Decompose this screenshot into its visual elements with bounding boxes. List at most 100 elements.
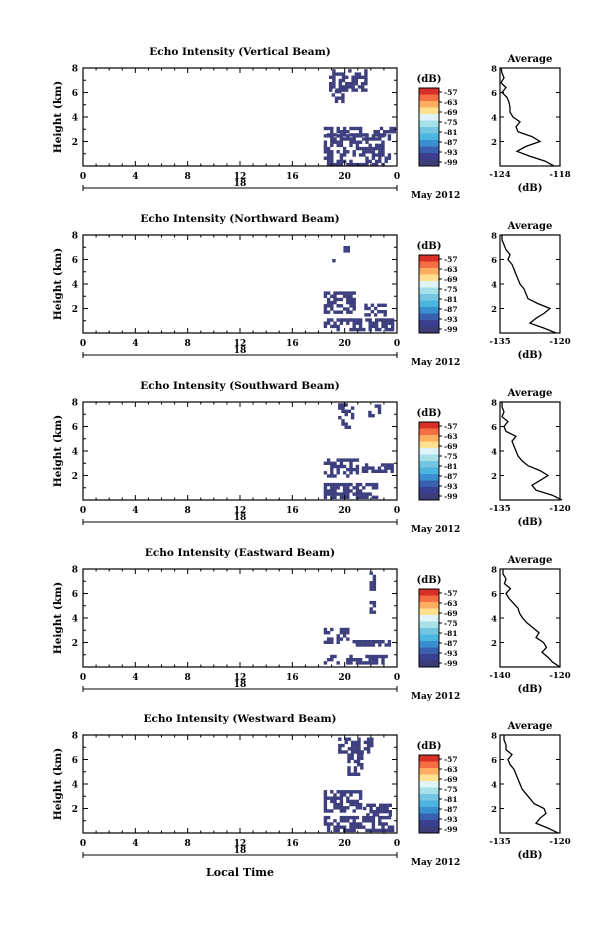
echo-pixel: [361, 466, 366, 470]
echo-pixel: [368, 661, 372, 665]
echo-pixel: [354, 747, 358, 751]
echo-pixel: [336, 471, 340, 475]
echo-pixel: [389, 130, 393, 134]
average-x-tick-label: -120: [549, 671, 570, 681]
colorbar-swatch: [419, 274, 439, 282]
echo-pixel: [371, 640, 376, 644]
echo-pixel: [339, 464, 344, 469]
y-tick-label: 2: [72, 805, 78, 815]
echo-pixel: [335, 72, 339, 76]
echo-pixel: [330, 796, 334, 800]
echo-pixel: [365, 137, 369, 141]
echo-pixel: [352, 300, 356, 305]
echo-pixel: [330, 658, 334, 662]
echo-pixel: [380, 469, 385, 473]
echo-pixel: [352, 467, 356, 472]
chart-title: Echo Intensity (Westward Beam): [143, 713, 336, 725]
echo-pixel: [381, 318, 385, 322]
average-x-tick-label: -124: [489, 170, 510, 180]
date-label: May 2012: [411, 858, 460, 868]
colorbar-swatch: [419, 787, 439, 795]
echo-pixel: [368, 321, 372, 325]
echo-pixel: [339, 461, 344, 465]
echo-pixel: [369, 806, 373, 811]
average-title: Average: [507, 721, 553, 732]
echo-pixel: [387, 318, 392, 322]
echo-pixel: [369, 607, 373, 611]
echo-pixel: [371, 324, 376, 329]
echo-pixel: [326, 482, 331, 487]
echo-pixel: [342, 464, 347, 469]
average-y-tick-label: 4: [491, 448, 497, 458]
echo-pixel: [336, 790, 340, 794]
echo-pixel: [350, 750, 355, 754]
y-tick-label: 2: [72, 472, 78, 482]
echo-pixel: [342, 819, 347, 823]
average-y-tick-label: 4: [491, 615, 497, 625]
echo-pixel: [357, 75, 362, 79]
echo-pixel: [333, 825, 337, 829]
echo-pixel: [352, 640, 356, 644]
echo-pixel: [372, 574, 377, 579]
echo-pixel: [381, 654, 385, 659]
echo-pixel: [349, 297, 353, 302]
echo-pixel: [353, 766, 358, 770]
echo-pixel: [378, 822, 382, 826]
echo-pixel: [355, 825, 360, 829]
echo-region: [347, 753, 364, 776]
echo-pixel: [344, 750, 348, 754]
echo-pixel: [336, 458, 340, 462]
x-tick-label: 20: [338, 339, 351, 349]
x-tick-label: 0: [394, 506, 400, 516]
echo-pixel: [378, 143, 382, 148]
x-tick-label: 4: [132, 506, 138, 516]
echo-pixel: [374, 486, 379, 490]
echo-pixel: [372, 577, 377, 582]
echo-pixel: [326, 461, 331, 465]
echo-pixel: [362, 495, 366, 499]
colorbar-tick-label: -81: [444, 629, 458, 638]
echo-pixel: [360, 763, 364, 767]
echo-pixel: [352, 815, 356, 820]
echo-pixel: [388, 813, 392, 817]
colorbar-swatch: [419, 634, 439, 642]
echo-pixel: [338, 96, 342, 100]
echo-pixel: [357, 737, 361, 741]
echo-pixel: [387, 463, 391, 467]
average-y-tick-label: 2: [491, 138, 497, 148]
echo-pixel: [333, 294, 337, 298]
echo-pixel: [369, 584, 373, 588]
echo-pixel: [339, 637, 344, 641]
average-profile-line: [501, 402, 563, 501]
echo-pixel: [390, 318, 395, 322]
colorbar-frame: [418, 87, 440, 167]
echo-pixel: [368, 318, 372, 322]
echo-pixel: [338, 737, 342, 741]
echo-pixel: [346, 806, 350, 810]
echo-cells: [323, 403, 394, 499]
echo-pixel: [323, 822, 328, 826]
echo-pixel: [358, 661, 363, 665]
average-y-tick-label: 6: [491, 89, 497, 99]
echo-pixel: [333, 799, 337, 804]
echo-pixel: [356, 763, 361, 767]
x-tick-label: 20: [338, 673, 351, 683]
echo-pixel: [383, 130, 387, 134]
echo-pixel: [358, 162, 363, 167]
echo-pixel: [380, 310, 384, 314]
echo-pixel: [347, 766, 351, 770]
echo-pixel: [323, 307, 328, 311]
echo-pixel: [338, 403, 342, 407]
average-frame: [499, 401, 561, 501]
echo-pixel: [365, 146, 369, 151]
average-y-tick-label: 8: [491, 399, 497, 409]
echo-pixel: [374, 482, 379, 487]
echo-pixel: [378, 153, 382, 157]
colorbar-frame: [418, 754, 440, 834]
echo-pixel: [368, 410, 372, 415]
echo-pixel: [357, 750, 361, 754]
echo-pixel: [355, 321, 360, 325]
echo-pixel: [338, 406, 342, 410]
average-profile-line: [501, 235, 557, 334]
colorbar-swatch: [419, 641, 439, 648]
